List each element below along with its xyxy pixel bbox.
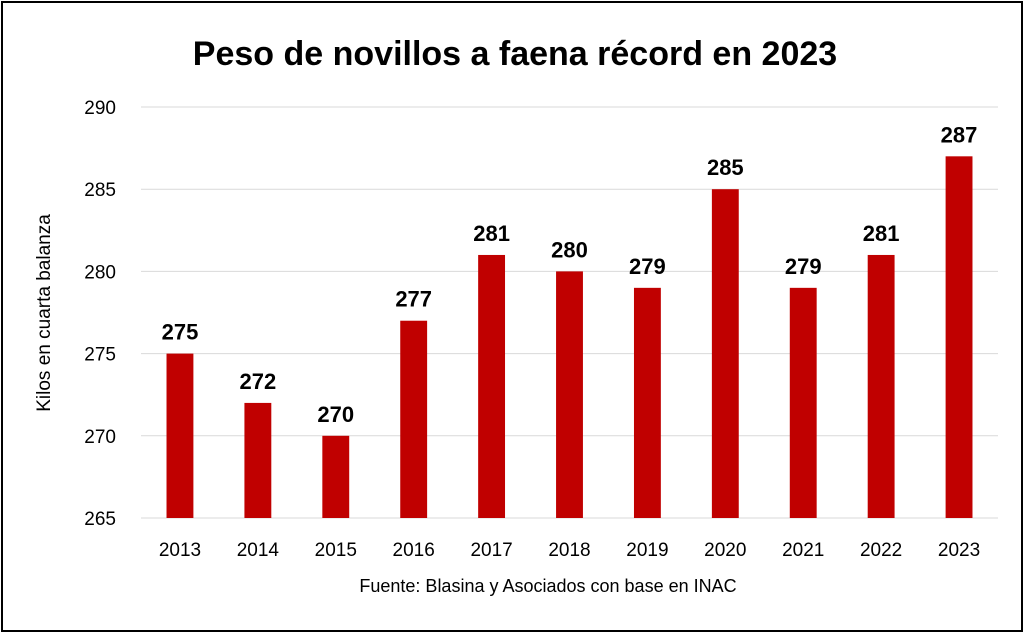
data-label: 272 [240, 369, 277, 394]
bar [867, 254, 895, 518]
data-label: 281 [863, 221, 900, 246]
bar [556, 271, 583, 518]
y-axis-ticks: 265 270 275 280 285 290 [84, 98, 116, 530]
data-label: 270 [317, 402, 354, 427]
data-label: 279 [785, 254, 822, 279]
bar [945, 156, 973, 518]
x-tick-label: 2016 [393, 540, 435, 561]
data-label: 275 [162, 320, 199, 345]
bar [166, 353, 194, 518]
chart-title: Peso de novillos a faena récord en 2023 [193, 35, 837, 73]
bar [789, 287, 817, 518]
data-label: 279 [629, 254, 666, 279]
bar [711, 189, 739, 518]
bar-chart: Peso de novillos a faena récord en 2023 … [34, 35, 998, 596]
bar [322, 435, 350, 518]
y-tick-label: 275 [84, 345, 116, 366]
bar [244, 402, 272, 518]
data-label: 287 [941, 122, 978, 147]
data-label: 285 [707, 155, 744, 180]
source-note: Fuente: Blasina y Asociados con base en … [359, 576, 736, 596]
x-tick-label: 2014 [237, 540, 280, 561]
x-tick-label: 2017 [470, 540, 512, 561]
y-tick-label: 285 [84, 180, 116, 201]
x-tick-label: 2013 [159, 540, 201, 561]
bar [633, 287, 661, 518]
x-axis-ticks: 2013 2014 2015 2016 2017 2018 2019 2020 2021 2022… [159, 540, 980, 561]
bars [166, 156, 973, 518]
data-label: 281 [473, 221, 510, 246]
y-tick-label: 290 [84, 98, 116, 119]
y-axis-label: Kilos en cuarta balanza [34, 214, 55, 412]
x-tick-label: 2022 [860, 540, 902, 561]
y-tick-label: 270 [84, 427, 116, 448]
data-label: 280 [551, 237, 588, 262]
x-tick-label: 2021 [782, 540, 824, 561]
y-tick-label: 265 [84, 509, 116, 530]
x-tick-label: 2020 [704, 540, 746, 561]
data-label: 277 [395, 287, 432, 312]
x-tick-label: 2015 [315, 540, 357, 561]
y-tick-label: 280 [84, 262, 116, 283]
data-labels: 275 272 270 277 281 280 279 285 279 281 287 [162, 122, 978, 426]
x-tick-label: 2023 [938, 540, 980, 561]
x-tick-label: 2018 [548, 540, 590, 561]
x-tick-label: 2019 [626, 540, 668, 561]
bar [478, 254, 506, 518]
bar [400, 320, 428, 518]
